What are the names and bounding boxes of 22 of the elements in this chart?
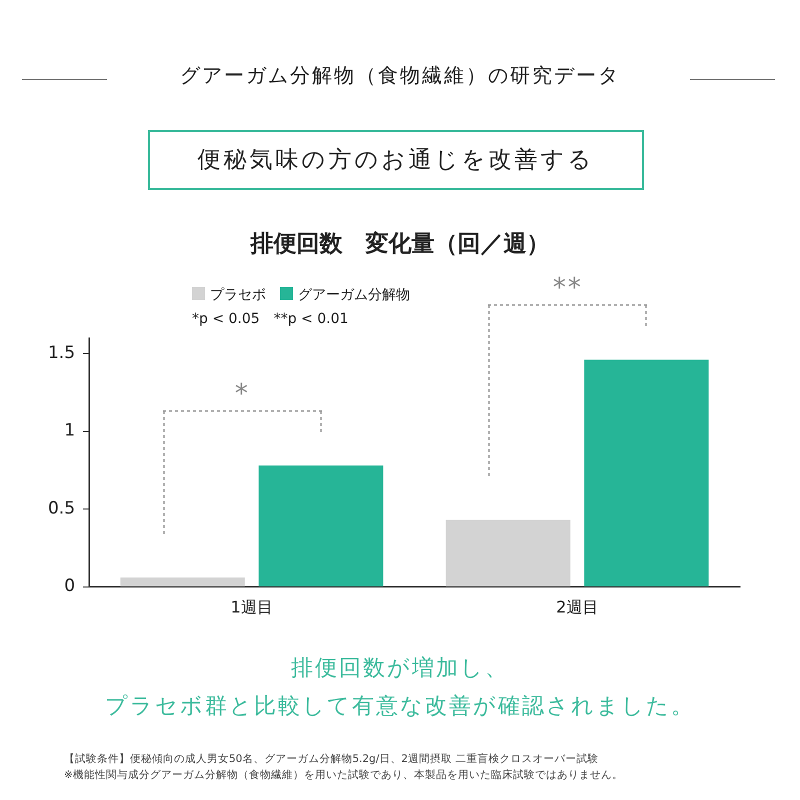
text: グアーガム分解物（食物繊維）の研究データ xyxy=(179,62,621,89)
text: ※機能性関与成分グアーガム分解物（食物繊維）を用いた試験であり、本製品を用いた臨床試験ではありません。 xyxy=(64,768,623,782)
x-tick-label: 1週目 xyxy=(230,598,273,617)
text: *p < 0.05 **p < 0.01 xyxy=(192,310,348,328)
bar xyxy=(120,577,245,586)
text: ** xyxy=(552,272,584,303)
annotation: * xyxy=(234,378,251,408)
text: 【試験条件】便秘傾向の成人男女50名、グアーガム分解物5.2g/日、2週間摂取 二重盲検クロスオーバー試験 xyxy=(64,752,598,766)
bar xyxy=(584,360,709,586)
bar xyxy=(258,466,384,586)
legend-label: プラセボ xyxy=(209,286,266,304)
y-tick-label: 0 xyxy=(64,576,76,596)
chart-title: 排便回数 変化量（回／週） xyxy=(249,230,550,259)
text: 排便回数が増加し、 xyxy=(290,655,510,683)
legend-label: グアーガム分解物 xyxy=(297,286,410,304)
chart-subtitle: 便秘気味の方のお通じを改善する xyxy=(148,130,644,190)
y-tick-label: 1 xyxy=(64,420,76,441)
text: プラセボ群と比較して有意な改善が確認されました。 xyxy=(104,693,696,721)
y-tick-label: 0.5 xyxy=(48,498,76,518)
y-tick-label: 1.5 xyxy=(48,342,76,363)
x-tick-label: 2週目 xyxy=(556,598,598,617)
bar xyxy=(446,520,570,586)
